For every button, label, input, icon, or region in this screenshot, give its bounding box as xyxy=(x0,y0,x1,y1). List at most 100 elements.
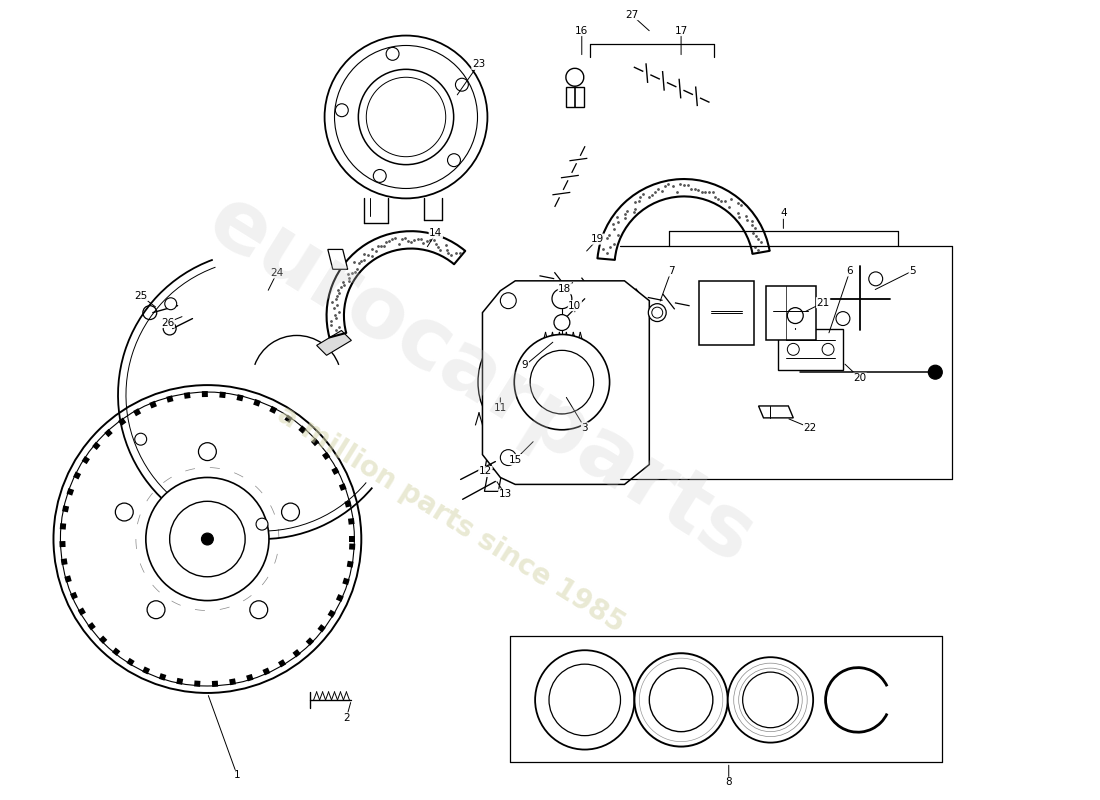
Circle shape xyxy=(256,518,268,530)
Polygon shape xyxy=(342,578,350,585)
Polygon shape xyxy=(112,647,120,656)
Polygon shape xyxy=(284,414,293,423)
Circle shape xyxy=(535,650,635,750)
Polygon shape xyxy=(270,406,277,414)
Polygon shape xyxy=(62,506,69,513)
Text: 5: 5 xyxy=(910,266,916,276)
Polygon shape xyxy=(59,541,66,547)
Polygon shape xyxy=(92,442,100,450)
Circle shape xyxy=(282,503,299,521)
Text: 7: 7 xyxy=(668,266,674,276)
Circle shape xyxy=(515,334,609,430)
Polygon shape xyxy=(229,678,236,686)
Polygon shape xyxy=(78,607,86,615)
Polygon shape xyxy=(133,408,141,416)
Polygon shape xyxy=(298,426,307,434)
Circle shape xyxy=(198,442,217,461)
Text: 3: 3 xyxy=(582,423,588,433)
Circle shape xyxy=(648,304,667,322)
Circle shape xyxy=(928,366,943,379)
Text: 8: 8 xyxy=(725,778,733,787)
Text: 16: 16 xyxy=(575,26,589,35)
Text: 6: 6 xyxy=(847,266,854,276)
Polygon shape xyxy=(184,392,190,399)
Polygon shape xyxy=(166,395,174,402)
Circle shape xyxy=(554,314,570,330)
Polygon shape xyxy=(194,681,200,687)
Circle shape xyxy=(201,533,213,545)
Circle shape xyxy=(500,293,516,309)
Polygon shape xyxy=(293,649,300,658)
Polygon shape xyxy=(339,483,346,491)
Text: 4: 4 xyxy=(780,208,786,218)
Text: 18: 18 xyxy=(559,284,572,294)
Polygon shape xyxy=(484,470,503,491)
Circle shape xyxy=(116,503,133,521)
Polygon shape xyxy=(346,561,353,568)
Circle shape xyxy=(324,35,487,198)
Polygon shape xyxy=(219,391,225,398)
Text: 14: 14 xyxy=(429,228,442,238)
Polygon shape xyxy=(278,659,286,667)
Circle shape xyxy=(250,601,267,618)
Polygon shape xyxy=(483,281,649,485)
Polygon shape xyxy=(70,592,78,599)
Circle shape xyxy=(165,298,177,310)
Polygon shape xyxy=(779,329,843,370)
Circle shape xyxy=(134,434,146,445)
Polygon shape xyxy=(318,624,326,633)
Text: 2: 2 xyxy=(343,713,350,722)
Polygon shape xyxy=(311,438,319,446)
Polygon shape xyxy=(212,681,218,687)
Circle shape xyxy=(552,289,572,309)
Polygon shape xyxy=(126,658,134,666)
Circle shape xyxy=(147,601,165,618)
Text: 24: 24 xyxy=(271,268,284,278)
Polygon shape xyxy=(246,674,253,682)
Polygon shape xyxy=(60,558,67,565)
Polygon shape xyxy=(81,456,90,464)
Text: 11: 11 xyxy=(494,403,507,413)
Polygon shape xyxy=(328,250,348,270)
Circle shape xyxy=(448,154,461,166)
Polygon shape xyxy=(767,286,816,341)
Polygon shape xyxy=(322,452,330,460)
Polygon shape xyxy=(99,635,108,644)
Polygon shape xyxy=(150,401,157,409)
Polygon shape xyxy=(236,394,243,402)
Circle shape xyxy=(788,308,803,323)
Text: 9: 9 xyxy=(521,360,528,370)
Polygon shape xyxy=(263,667,271,675)
Circle shape xyxy=(635,654,728,746)
Text: eurocarparts: eurocarparts xyxy=(192,178,769,582)
Text: a million parts since 1985: a million parts since 1985 xyxy=(272,400,629,638)
Polygon shape xyxy=(344,500,352,507)
Polygon shape xyxy=(118,418,127,426)
Polygon shape xyxy=(328,610,336,618)
Polygon shape xyxy=(73,471,81,479)
Polygon shape xyxy=(759,406,793,418)
Polygon shape xyxy=(350,536,355,542)
Circle shape xyxy=(500,450,516,466)
Text: 25: 25 xyxy=(134,290,147,301)
Text: 21: 21 xyxy=(816,298,829,308)
Circle shape xyxy=(336,104,349,117)
Circle shape xyxy=(728,658,813,742)
Circle shape xyxy=(386,47,399,60)
Polygon shape xyxy=(348,518,354,525)
Polygon shape xyxy=(66,488,74,496)
Text: 1: 1 xyxy=(234,770,241,780)
Polygon shape xyxy=(176,678,184,685)
Text: 15: 15 xyxy=(508,454,521,465)
Polygon shape xyxy=(698,281,754,346)
Text: 23: 23 xyxy=(472,59,485,70)
Text: 20: 20 xyxy=(854,373,867,383)
Circle shape xyxy=(373,170,386,182)
Text: 22: 22 xyxy=(804,423,817,433)
Circle shape xyxy=(146,478,270,601)
Circle shape xyxy=(169,502,245,577)
Polygon shape xyxy=(59,523,66,530)
Circle shape xyxy=(359,70,453,165)
Polygon shape xyxy=(87,622,96,630)
Polygon shape xyxy=(306,638,315,646)
